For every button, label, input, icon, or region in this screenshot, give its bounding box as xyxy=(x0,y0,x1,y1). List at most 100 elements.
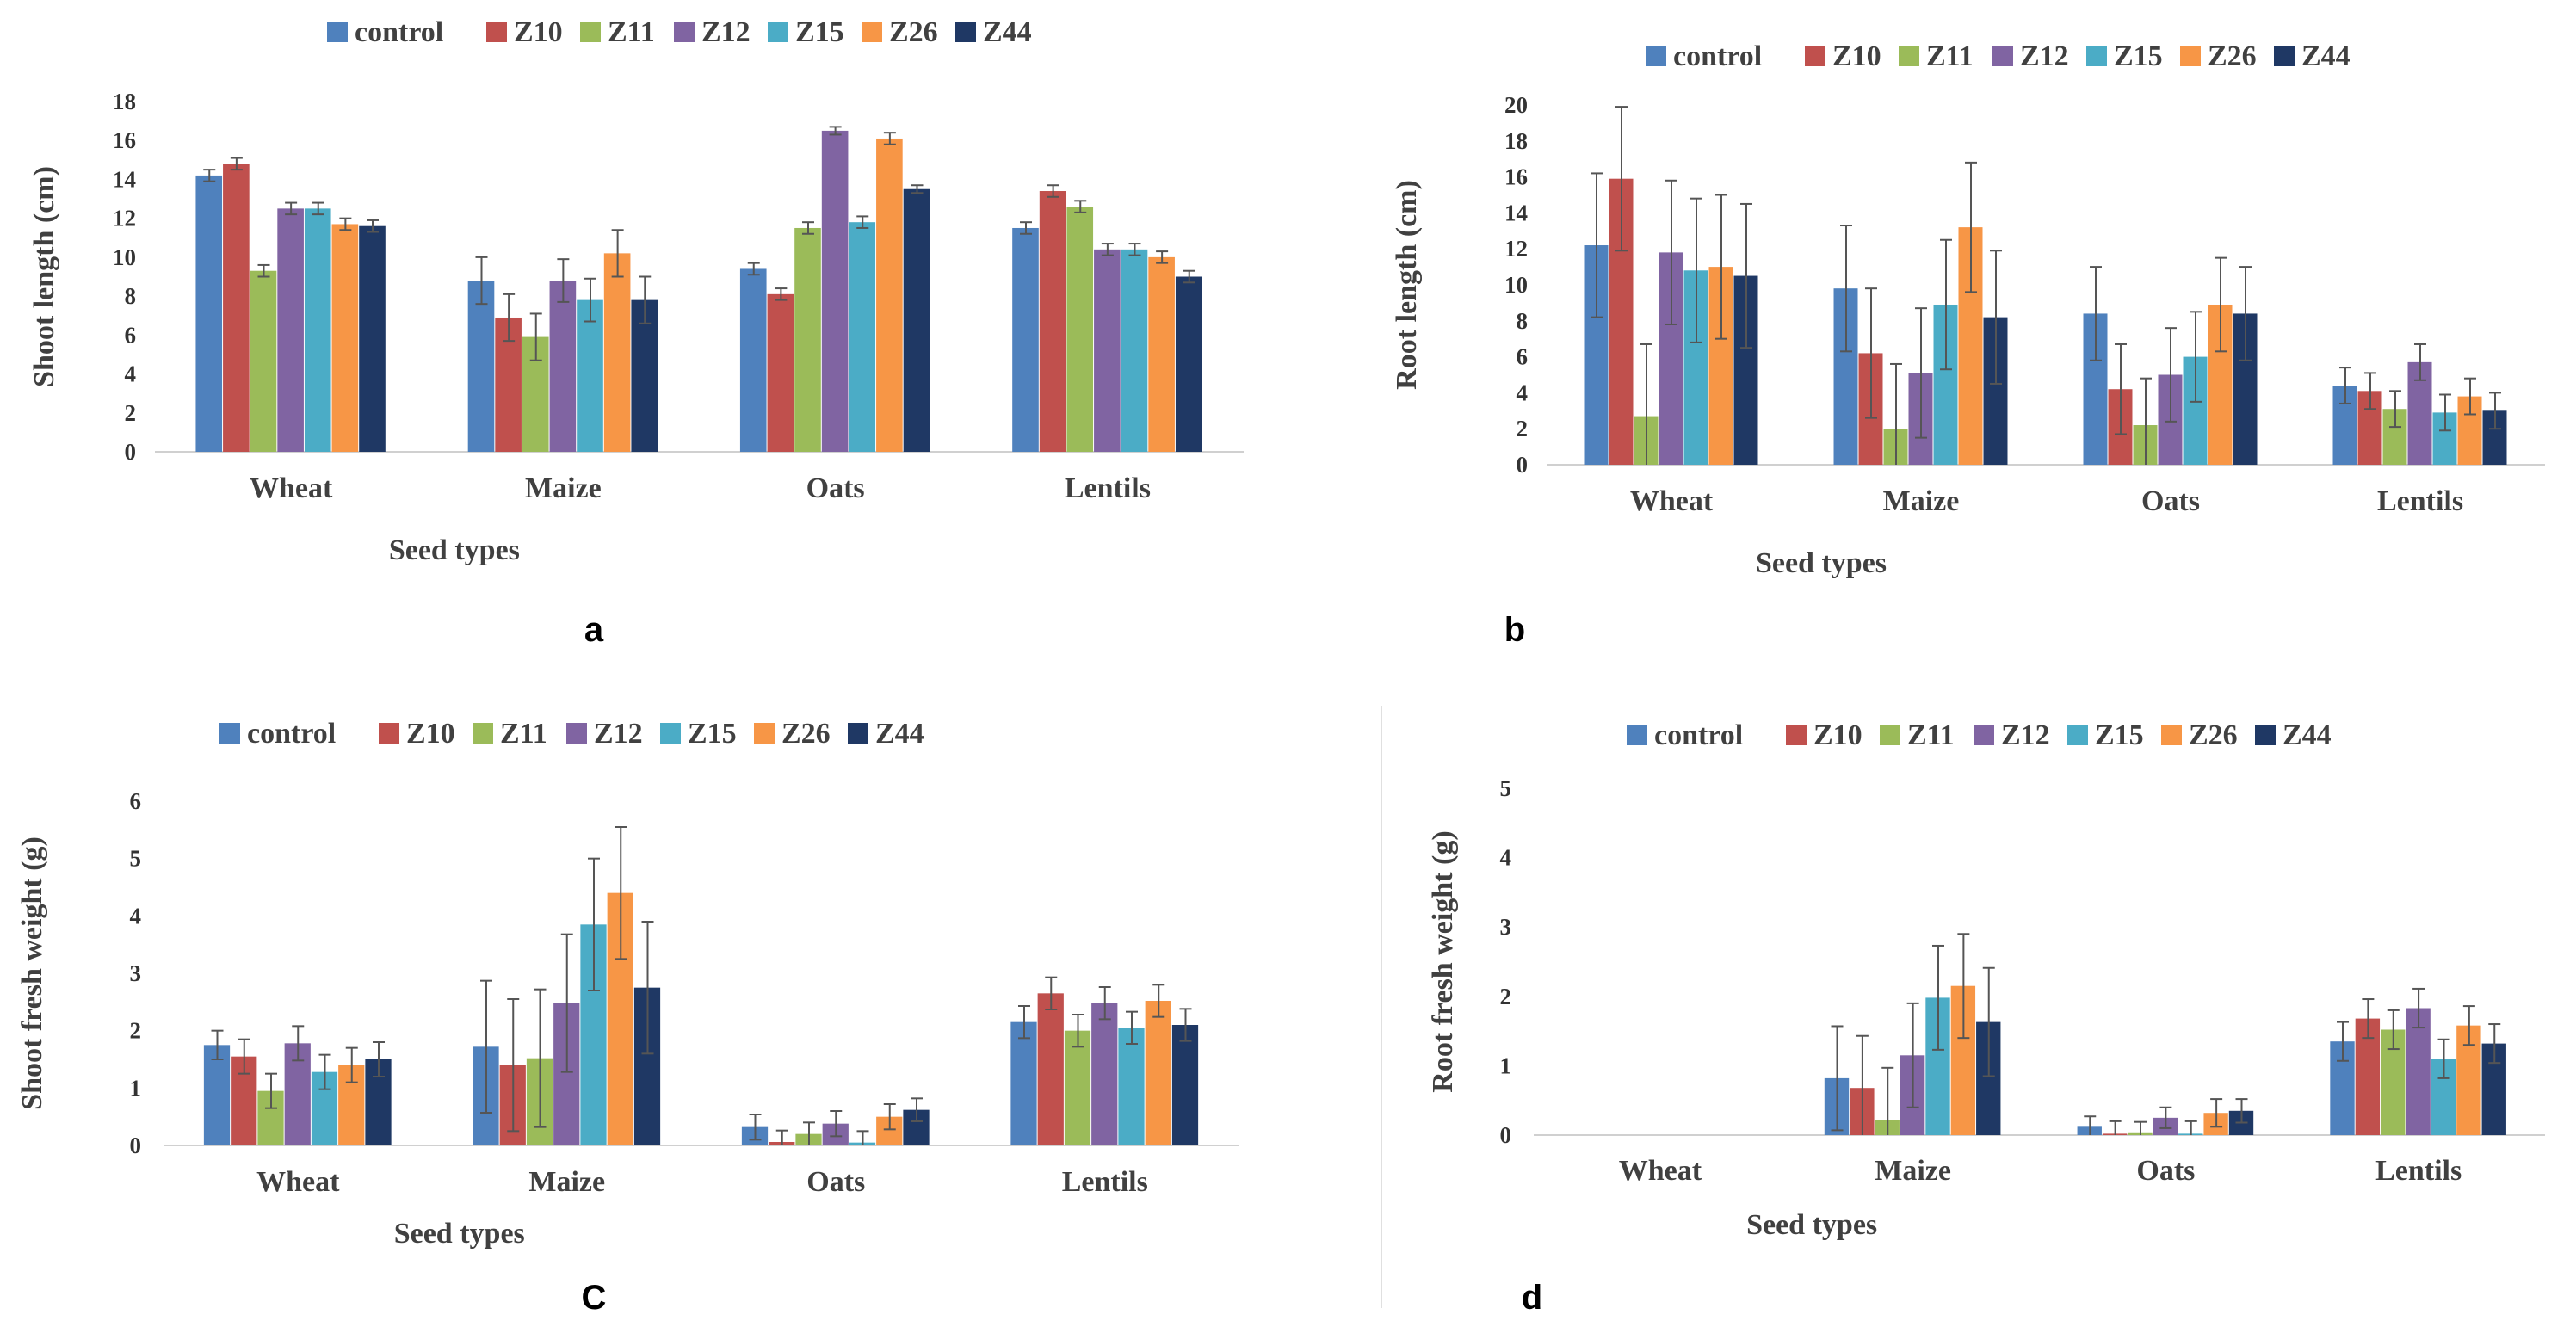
legend-item-control: control xyxy=(1627,719,1743,751)
legend-label: control xyxy=(1673,40,1762,72)
legend: control Z10 Z11 Z12 Z15 Z26 Z44 xyxy=(1627,719,2332,751)
y-tick-label: 2 xyxy=(125,400,137,426)
y-axis-label: Shoot fresh weight (g) xyxy=(16,836,48,1110)
legend-label: Z44 xyxy=(983,16,1032,48)
bar-group-lentils xyxy=(1010,976,1199,1145)
bar-z15 xyxy=(1121,249,1148,452)
legend-label: Z12 xyxy=(701,16,751,48)
panel-label: d xyxy=(1522,1279,1542,1317)
legend-item-z11: Z11 xyxy=(580,16,655,48)
bar-group-oats xyxy=(2077,1098,2254,1135)
panel-label: a xyxy=(584,611,604,649)
x-tick-label: Wheat xyxy=(1619,1155,1702,1187)
legend-swatch xyxy=(2274,46,2295,66)
legend-item-z15: Z15 xyxy=(2067,719,2144,751)
legend-swatch xyxy=(1786,725,1807,745)
y-tick-label: 8 xyxy=(1517,308,1529,334)
x-axis-label: Seed types xyxy=(1746,1209,1877,1241)
panel-label: C xyxy=(582,1279,607,1317)
bar-z12 xyxy=(821,130,849,452)
bar-z10 xyxy=(223,164,250,452)
legend-label: Z11 xyxy=(608,16,655,48)
x-axis-label: Seed types xyxy=(1756,547,1887,579)
legend-item-z44: Z44 xyxy=(2255,719,2332,751)
bar-group-maize xyxy=(473,826,661,1145)
x-tick-label: Lentils xyxy=(2375,1155,2462,1187)
bar-group-wheat xyxy=(195,157,386,452)
legend-label: Z11 xyxy=(1926,40,1974,72)
x-tick-label: Maize xyxy=(528,1166,605,1198)
bars xyxy=(195,126,1202,452)
y-axis: 0 1 2 3 4 5 xyxy=(1500,775,1512,1148)
y-tick-label: 16 xyxy=(1504,164,1528,190)
legend-item-z10: Z10 xyxy=(1805,40,1881,72)
legend-item-z11: Z11 xyxy=(473,718,547,750)
legend-label: Z11 xyxy=(500,718,547,750)
shoot-length-chart: control Z10 Z11 Z12 Z15 Z26 Z44 0 2 4 6 8 10 12 14 16 18… xyxy=(28,16,1244,649)
bar-z12 xyxy=(1094,249,1121,452)
root-fresh-weight-chart: control Z10 Z11 Z12 Z15 Z26 Z44 0 1 2 3 4 5 Wheat Maiz… xyxy=(1427,719,2545,1317)
legend-label: Z15 xyxy=(2095,719,2144,751)
bar-control xyxy=(467,281,495,452)
x-tick-label: Wheat xyxy=(250,472,333,504)
legend-item-z44: Z44 xyxy=(848,718,924,750)
y-tick-label: 4 xyxy=(130,903,142,929)
legend-swatch xyxy=(580,22,601,42)
legend-label: Z26 xyxy=(2208,40,2257,72)
legend-swatch xyxy=(660,723,681,744)
bar-z10 xyxy=(767,293,794,452)
legend-swatch xyxy=(219,723,240,744)
legend-label: Z15 xyxy=(688,718,737,750)
bar-group-oats xyxy=(739,126,930,452)
y-axis-label: Root fresh weight (g) xyxy=(1427,830,1459,1092)
chart-panel-a: control Z10 Z11 Z12 Z15 Z26 Z44 0 2 4 6 8 10 12 14 16 18… xyxy=(0,0,1288,664)
legend-item-z12: Z12 xyxy=(1992,40,2069,72)
legend-swatch xyxy=(473,723,493,744)
legend-item-z26: Z26 xyxy=(2161,719,2238,751)
y-tick-label: 12 xyxy=(1504,236,1528,262)
legend-swatch xyxy=(848,723,868,744)
bar-z12 xyxy=(549,281,577,452)
bar-z12 xyxy=(2406,1008,2431,1135)
bar-z44 xyxy=(1171,1025,1199,1145)
legend-label: Z10 xyxy=(1813,719,1863,751)
legend-item-z12: Z12 xyxy=(674,16,751,48)
legend-swatch xyxy=(2086,46,2107,66)
legend-swatch xyxy=(862,22,882,42)
y-axis-label: Shoot length (cm) xyxy=(28,166,60,387)
legend: control Z10 Z11 Z12 Z15 Z26 Z44 xyxy=(327,16,1032,48)
legend-swatch xyxy=(754,723,775,744)
bar-z11 xyxy=(1066,207,1094,452)
bar-z10 xyxy=(1039,191,1066,452)
y-tick-label: 4 xyxy=(1500,845,1512,871)
bar-group-lentils xyxy=(1012,184,1202,452)
bar-z44 xyxy=(631,299,658,452)
bars xyxy=(203,826,1199,1145)
bar-z10 xyxy=(1037,993,1064,1145)
legend-swatch xyxy=(566,723,587,744)
legend-label: Z12 xyxy=(2020,40,2069,72)
legend-label: Z44 xyxy=(875,718,924,750)
y-tick-label: 0 xyxy=(130,1133,142,1158)
legend-swatch xyxy=(327,22,348,42)
bar-group-oats xyxy=(2083,256,2258,465)
legend-swatch xyxy=(2180,46,2201,66)
y-tick-label: 18 xyxy=(1504,128,1528,154)
bar-group-lentils xyxy=(2330,987,2506,1135)
y-tick-label: 10 xyxy=(1504,272,1528,298)
legend-label: Z10 xyxy=(1832,40,1881,72)
y-tick-label: 10 xyxy=(113,244,136,270)
legend-label: Z26 xyxy=(2189,719,2238,751)
legend-label: Z10 xyxy=(406,718,455,750)
y-tick-label: 4 xyxy=(1517,380,1529,405)
y-tick-label: 14 xyxy=(1504,200,1528,225)
y-tick-label: 2 xyxy=(1517,416,1529,441)
chart-panel-c: control Z10 Z11 Z12 Z15 Z26 Z44 0 1 2 3 4 5 6 Wheat Mai… xyxy=(0,664,1288,1327)
bar-control xyxy=(739,268,767,452)
legend-swatch xyxy=(674,22,695,42)
bar-group-oats xyxy=(741,1097,930,1145)
bar-z44 xyxy=(903,188,930,452)
bar-z26 xyxy=(331,224,359,452)
legend-label: Z12 xyxy=(594,718,643,750)
y-tick-label: 5 xyxy=(1500,775,1512,801)
